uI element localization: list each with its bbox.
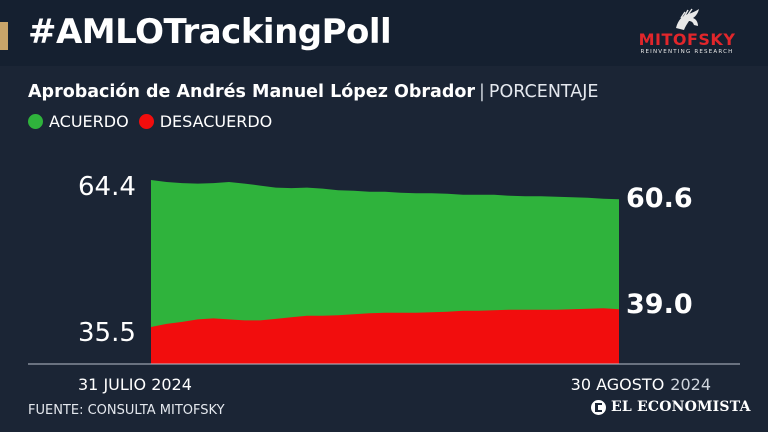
x-label-end: 30 AGOSTO 2024: [571, 375, 711, 394]
logo-wordmark: MITOFSKY: [638, 30, 736, 49]
legend-item-desacuerdo: DESACUERDO: [138, 112, 273, 131]
horse-icon: [676, 8, 699, 30]
chart-subtitle: Aprobación de Andrés Manuel López Obrado…: [28, 82, 598, 102]
brand-name: EL ECONOMISTA: [611, 399, 751, 415]
subtitle-separator: |: [479, 82, 485, 102]
legend: ACUERDO DESACUERDO: [28, 112, 282, 131]
logo-tagline: REINVENTING RESEARCH: [640, 49, 734, 55]
legend-label-desacuerdo: DESACUERDO: [159, 112, 273, 131]
legend-item-acuerdo: ACUERDO: [28, 112, 129, 131]
legend-dot-acuerdo: [28, 114, 43, 129]
x-label-end-daymonth: 30 AGOSTO: [571, 375, 665, 394]
el-economista-logo: EL ECONOMISTA: [591, 399, 751, 415]
el-economista-icon: [591, 399, 606, 415]
start-value-desacuerdo: 35.5: [78, 318, 136, 348]
subtitle-unit: PORCENTAJE: [488, 82, 599, 102]
hashtag-title: #AMLOTrackingPoll: [28, 12, 392, 52]
legend-label-acuerdo: ACUERDO: [49, 112, 129, 131]
area-desacuerdo: [151, 308, 619, 364]
source-note: FUENTE: CONSULTA MITOFSKY: [28, 403, 225, 418]
subtitle-main: Aprobación de Andrés Manuel López Obrado…: [28, 82, 476, 102]
accent-bar: [0, 22, 8, 50]
end-value-acuerdo: 60.6: [626, 183, 693, 214]
x-label-start: 31 JULIO 2024: [78, 375, 192, 394]
mitofsky-logo: MITOFSKY REINVENTING RESEARCH: [628, 8, 746, 60]
legend-dot-desacuerdo: [138, 114, 154, 129]
x-label-end-year: 2024: [670, 375, 711, 394]
start-value-acuerdo: 64.4: [78, 172, 136, 202]
header-band: [0, 0, 768, 66]
end-value-desacuerdo: 39.0: [626, 289, 693, 320]
